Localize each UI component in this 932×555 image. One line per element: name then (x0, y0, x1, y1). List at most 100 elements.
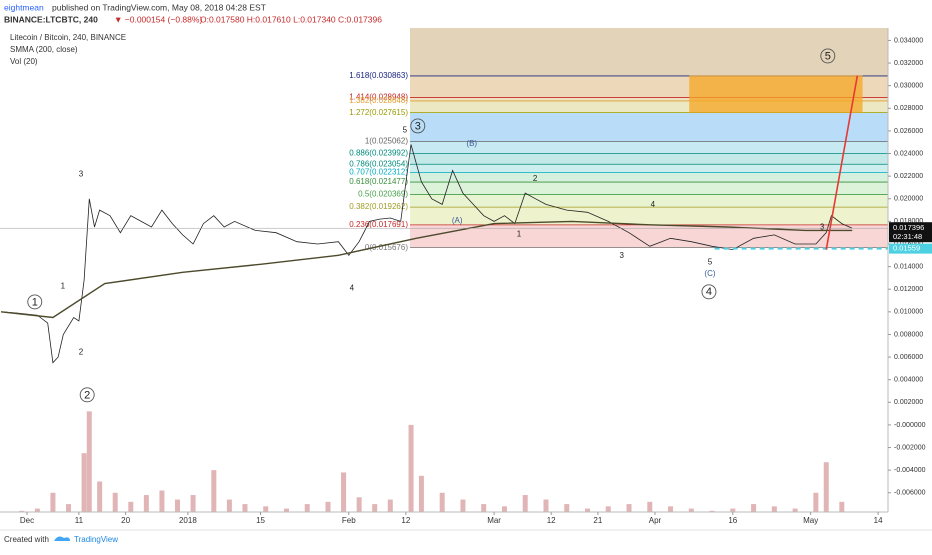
volume-bar (460, 499, 466, 512)
price-line (0, 144, 853, 364)
volume-bar (372, 504, 378, 512)
wave-circle (701, 284, 717, 300)
ohlc: O:0.017580 H:0.017610 L:0.017340 C:0.017… (200, 14, 382, 24)
wave-circle (79, 387, 95, 403)
x-tick-label: 16 (728, 516, 737, 525)
fib-label: 1.618(0.030863) (349, 71, 408, 80)
change: ▼ −0.000154 (−0.88%) (114, 14, 202, 24)
volume-bar (159, 490, 165, 512)
wave-circle (410, 118, 426, 134)
wave-label: 2 (533, 174, 538, 183)
volume-bar (481, 504, 487, 512)
y-tick-label: -0.006000 (894, 490, 926, 497)
volume-bar (771, 506, 777, 512)
wave-circle (27, 294, 43, 310)
wave-label: 5 (708, 258, 713, 267)
volume-bar (86, 411, 92, 512)
y-tick-label: 0.024000 (894, 150, 923, 157)
price-axis (888, 28, 932, 512)
x-tick-label: May (803, 516, 818, 525)
wave-label: 1 (61, 281, 66, 290)
legend-entry: Vol (20) (10, 57, 38, 66)
wave-label: (A) (452, 216, 463, 225)
fib-label: 0.5(0.020369) (358, 190, 408, 199)
fib-band (410, 224, 888, 248)
fib-label: 0.707(0.022312) (349, 168, 408, 177)
fib-label: 0.886(0.023992) (349, 149, 408, 158)
wave-label-major: 3 (415, 120, 421, 132)
volume-bar (564, 504, 570, 512)
fib-band (410, 164, 888, 173)
wave-label: 5 (403, 125, 408, 134)
x-tick-label: Dec (20, 516, 34, 525)
y-tick-label: 0.028000 (894, 105, 923, 112)
volume-bar (50, 492, 56, 512)
volume-bar (647, 501, 653, 512)
x-tick-label: Apr (649, 516, 662, 525)
volume-bar (626, 504, 632, 512)
last-price: 0.017396 (893, 223, 924, 232)
volume-bar (66, 504, 72, 512)
fib-band (410, 97, 888, 101)
fib-band (410, 112, 888, 142)
footer-brand[interactable]: TradingView (74, 535, 118, 544)
volume-bar (585, 508, 591, 512)
wave-label: 3 (79, 169, 84, 178)
x-tick-label: 11 (75, 516, 84, 525)
fib-label: 1.414(0.028948) (349, 93, 408, 102)
volume-bar (387, 499, 393, 512)
y-tick-label: 0.018000 (894, 218, 923, 225)
volume-bar (242, 504, 248, 512)
volume-bar (668, 506, 674, 512)
volume-bar (730, 508, 736, 512)
y-tick-label: 0.012000 (894, 286, 923, 293)
x-tick-label: 14 (874, 516, 883, 525)
volume-bar (813, 492, 819, 512)
wave-label-major: 5 (825, 50, 831, 62)
volume-bar (408, 424, 414, 512)
y-tick-label: 0.010000 (894, 309, 923, 316)
volume-bar (81, 453, 87, 512)
wave-label: (C) (704, 269, 715, 278)
y-tick-label: 0.008000 (894, 331, 923, 338)
volume-bar (792, 508, 798, 512)
wave-label-major: 1 (32, 296, 38, 308)
volume-bar (112, 492, 118, 512)
y-tick-label: 0.006000 (894, 354, 923, 361)
x-tick-label: 15 (256, 516, 265, 525)
y-tick-label: 0.014000 (894, 263, 923, 270)
volume-bar (97, 481, 103, 512)
projection-line (825, 75, 859, 250)
target-box (689, 75, 863, 113)
wave-label: 1 (517, 229, 522, 238)
fib-band (410, 100, 888, 113)
y-tick-label: -0.004000 (894, 467, 926, 474)
wave-label-major: 4 (706, 286, 712, 298)
volume-bar (823, 462, 829, 512)
support-price-box (889, 243, 932, 254)
volume-bar (709, 510, 715, 512)
volume-bar (501, 506, 507, 512)
wave-label: 4 (350, 284, 355, 293)
volume-bar (190, 495, 196, 512)
fib-label: 0.786(0.023054) (349, 159, 408, 168)
volume-bar (143, 495, 149, 512)
volume-bar (174, 499, 180, 512)
support-price: 0.01559 (893, 244, 920, 253)
fib-band (410, 28, 888, 76)
volume-bar (226, 499, 232, 512)
volume-bar (263, 506, 269, 512)
countdown: 02:31:48 (893, 232, 922, 241)
x-tick-label: 12 (547, 516, 556, 525)
author[interactable]: eightmean (4, 2, 44, 12)
volume-bar (341, 472, 347, 512)
y-tick-label: 0.034000 (894, 37, 923, 44)
y-tick-label: 0.030000 (894, 83, 923, 90)
wave-label: 3 (620, 251, 625, 260)
y-tick-label: 0.004000 (894, 377, 923, 384)
volume-bar (19, 510, 25, 512)
volume-bar (543, 499, 549, 512)
wave-label: (B) (466, 139, 477, 148)
fib-band (410, 194, 888, 208)
